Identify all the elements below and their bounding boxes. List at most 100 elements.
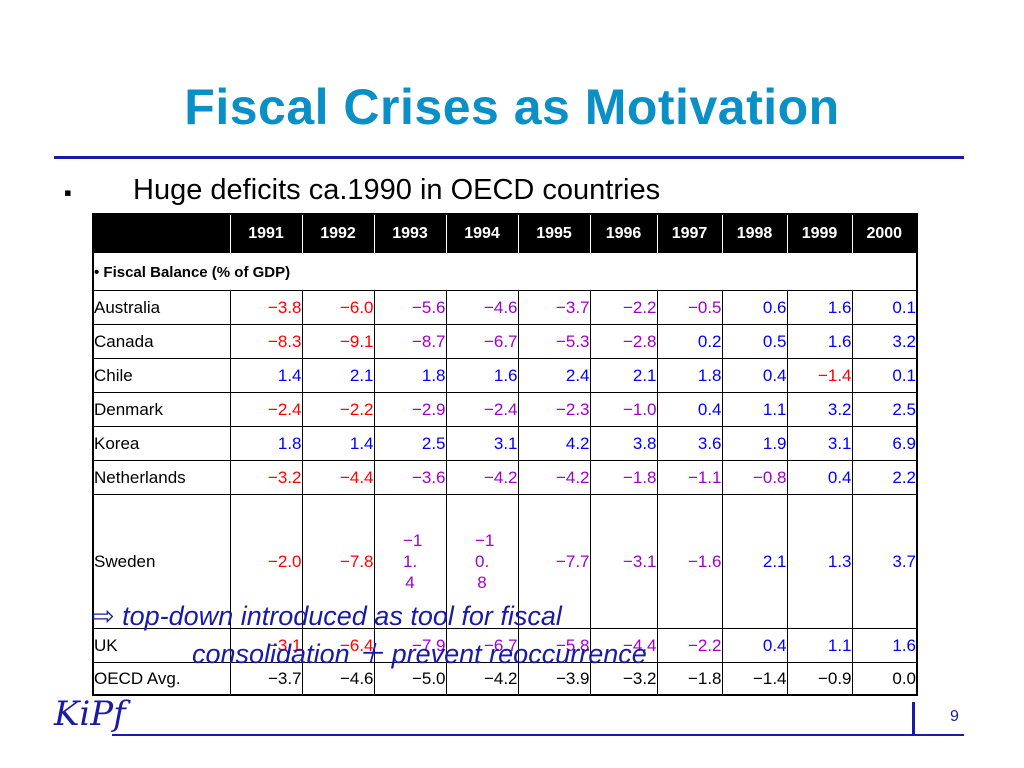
value-cell: −2.9 [373, 392, 447, 427]
value-cell: 1.4 [301, 426, 375, 461]
country-name: UK [92, 628, 231, 663]
value-cell: −2.2 [656, 628, 723, 663]
value-cell: −3.7 [229, 662, 303, 696]
value-cell: 1.6 [786, 290, 853, 325]
value-cell: −2.2 [301, 392, 375, 427]
value-cell: −10.8 [445, 494, 519, 629]
value-cell: 6.9 [851, 426, 918, 461]
value-cell: −4.2 [445, 662, 519, 696]
value-cell: −3.9 [517, 662, 591, 696]
value-cell: 3.6 [656, 426, 723, 461]
value-cell: −6.0 [301, 290, 375, 325]
value-cell: 3.8 [589, 426, 658, 461]
value-cell: −3.8 [229, 290, 303, 325]
value-cell: 2.1 [301, 358, 375, 393]
country-name: OECD Avg. [92, 662, 231, 696]
value-cell: 0.6 [721, 290, 788, 325]
value-cell: 0.5 [721, 324, 788, 359]
year-header: 1999 [786, 213, 853, 254]
kipf-logo: KiPf [54, 694, 126, 734]
value-cell: −9.1 [301, 324, 375, 359]
footer-divider [112, 734, 964, 736]
value-cell: −1.8 [589, 460, 658, 495]
value-cell: 2.1 [721, 494, 788, 629]
value-cell: −4.2 [517, 460, 591, 495]
value-cell: −2.0 [229, 494, 303, 629]
value-cell: 0.4 [656, 392, 723, 427]
value-cell: 0.1 [851, 290, 918, 325]
year-header: 1997 [656, 213, 723, 254]
value-cell: −1.1 [656, 460, 723, 495]
value-cell: 0.1 [851, 358, 918, 393]
value-cell: 3.2 [786, 392, 853, 427]
table-row: Denmark −2.4 −2.2 −2.9 −2.4 −2.3 −1.0 0.4 1.1 3.2… [92, 392, 918, 427]
value-cell: −1.4 [786, 358, 853, 393]
value-cell: −3.1 [589, 494, 658, 629]
year-header: 1992 [301, 213, 375, 254]
table-row: UK −3.1 −6.4 −7.9 −6.7 −5.8 −4.4 −2.2 0.4 1.1 1.6 [92, 628, 918, 663]
value-cell: 0.4 [721, 628, 788, 663]
value-cell: 1.1 [721, 392, 788, 427]
value-cell: 3.7 [851, 494, 918, 629]
value-cell: −3.7 [517, 290, 591, 325]
country-name: Australia [92, 290, 231, 325]
value-cell: 1.1 [786, 628, 853, 663]
value-cell: −4.4 [589, 628, 658, 663]
fiscal-balance-table: 1991 1992 1993 1994 1995 1996 1997 1998 … [92, 213, 918, 696]
table-row: Korea 1.8 1.4 2.5 3.1 4.2 3.8 3.6 1.9 3.1 6.9 [92, 426, 918, 461]
value-cell: 3.1 [445, 426, 519, 461]
value-cell: −2.8 [589, 324, 658, 359]
country-name: Canada [92, 324, 231, 359]
value-cell: 0.0 [851, 662, 918, 696]
value-cell: −1.0 [589, 392, 658, 427]
table-row: Canada −8.3 −9.1 −8.7 −6.7 −5.3 −2.8 0.2 0.5 1.6 3… [92, 324, 918, 359]
country-name: Netherlands [92, 460, 231, 495]
value-cell: −4.4 [301, 460, 375, 495]
country-name: Chile [92, 358, 231, 393]
value-cell: −0.9 [786, 662, 853, 696]
value-cell: 1.6 [851, 628, 918, 663]
value-cell: −4.6 [445, 290, 519, 325]
value-cell: 2.4 [517, 358, 591, 393]
section-row: • Fiscal Balance (% of GDP) [92, 253, 918, 291]
value-cell: 3.1 [786, 426, 853, 461]
title-divider [54, 156, 964, 159]
value-cell: 3.2 [851, 324, 918, 359]
value-cell: 2.5 [373, 426, 447, 461]
value-cell: 1.4 [229, 358, 303, 393]
value-cell: −2.3 [517, 392, 591, 427]
value-cell: −11.4 [373, 494, 447, 629]
table-row: OECD Avg. −3.7 −4.6 −5.0 −4.2 −3.9 −3.2 −1.8 −1.… [92, 662, 918, 696]
callout-text-2: consolidation ＋ prevent reoccurrence [192, 639, 647, 669]
wrapped-value: −10.8 [475, 531, 495, 592]
table-row: Sweden −2.0 −7.8 −11.4 −10.8 −7.7 −3.1 −1.6 2.1 1… [92, 494, 918, 629]
value-cell: −5.3 [517, 324, 591, 359]
value-cell: −0.5 [656, 290, 723, 325]
value-cell: −4.6 [301, 662, 375, 696]
value-cell: −5.8 [517, 628, 591, 663]
value-cell: 1.8 [373, 358, 447, 393]
value-cell: −1.6 [656, 494, 723, 629]
value-cell: −7.9 [373, 628, 447, 663]
value-cell: 2.2 [851, 460, 918, 495]
value-cell: −5.0 [373, 662, 447, 696]
bullet-text: Huge deficits ca.1990 in OECD countries [133, 174, 661, 206]
value-cell: −4.2 [445, 460, 519, 495]
value-cell: −6.7 [445, 324, 519, 359]
value-cell: −8.7 [373, 324, 447, 359]
year-header: 1996 [589, 213, 658, 254]
value-cell: 2.5 [851, 392, 918, 427]
arrow-right-icon: ⇨ [92, 601, 115, 631]
value-cell: −3.6 [373, 460, 447, 495]
value-cell: 0.2 [656, 324, 723, 359]
value-cell: −2.4 [229, 392, 303, 427]
country-name: Korea [92, 426, 231, 461]
table-row: Australia −3.8 −6.0 −5.6 −4.6 −3.7 −2.2 −0.5 0.6… [92, 290, 918, 325]
year-header: 1995 [517, 213, 591, 254]
value-cell: −0.8 [721, 460, 788, 495]
value-cell: −3.2 [589, 662, 658, 696]
value-cell: 1.9 [721, 426, 788, 461]
value-cell: 0.4 [786, 460, 853, 495]
year-header: 1994 [445, 213, 519, 254]
value-cell: −3.2 [229, 460, 303, 495]
